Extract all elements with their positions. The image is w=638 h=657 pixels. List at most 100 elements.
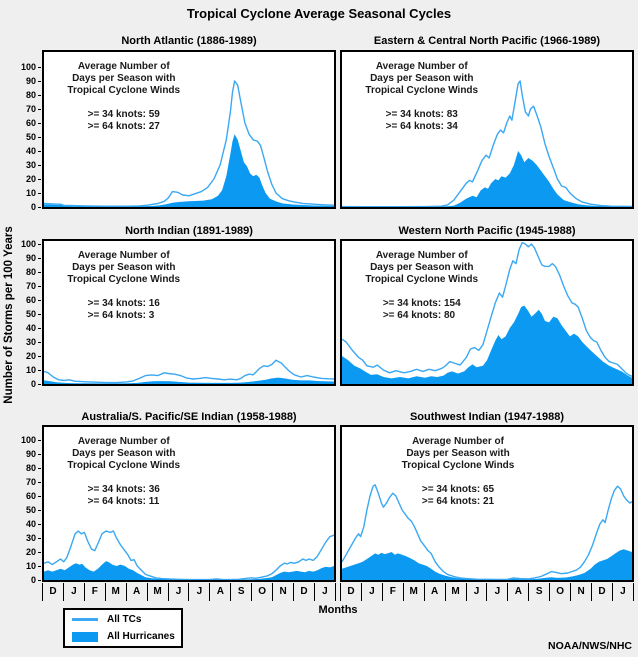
y-tick-label: 80 [25,90,36,100]
y-tick-mark [38,510,41,511]
panel-title-southwest-indian: Southwest Indian (1947-1988) [409,411,565,423]
y-tick-label: 0 [30,202,36,212]
y-tick-mark [38,272,41,273]
x-axis-label: Months [318,604,358,616]
y-axis-ticks-row3: 100 90 80 70 60 50 40 30 20 10 0 [0,425,42,585]
legend-row-hurricanes: All Hurricanes [72,629,181,644]
month-label: M [444,583,466,601]
panel-title-north-atlantic: North Atlantic (1886-1989) [121,35,257,47]
month-label: M [402,583,424,601]
y-tick-label: 20 [25,351,36,361]
month-label: N [272,583,293,601]
y-tick-label: 20 [25,174,36,184]
y-tick-mark [38,496,41,497]
y-tick-mark [38,179,41,180]
month-label: S [528,583,549,601]
month-label: J [167,583,189,601]
y-tick-mark [38,258,41,259]
y-tick-label: 100 [20,62,36,72]
y-tick-mark [38,538,41,539]
chart-canvas [342,241,632,384]
y-tick-label: 40 [25,323,36,333]
credit-text: NOAA/NWS/NHC [548,640,632,652]
y-tick-label: 0 [30,575,36,585]
y-tick-mark [38,440,41,441]
panel-title-australia-s-pacific-se-indian: Australia/S. Pacific/SE Indian (1958-198… [81,411,297,423]
legend: All TCs All Hurricanes [63,608,183,648]
y-tick-label: 60 [25,491,36,501]
y-tick-mark [38,384,41,385]
tc-line-swatch [72,618,98,621]
plot-western-north-pacific: Average Number of Days per Season with T… [340,239,634,386]
month-label: D [340,583,361,601]
y-tick-label: 10 [25,188,36,198]
y-tick-mark [38,137,41,138]
y-tick-mark [38,67,41,68]
chart-canvas [44,530,334,580]
y-tick-label: 80 [25,267,36,277]
figure-title: Tropical Cyclone Average Seasonal Cycles [186,6,452,21]
y-tick-mark [38,342,41,343]
month-label: J [611,583,634,601]
plot-north-atlantic: Average Number of Days per Season with T… [42,50,336,209]
y-tick-mark [38,151,41,152]
y-axis-ticks-row1: 100 90 80 70 60 50 40 30 20 10 0 [0,50,42,212]
y-tick-label: 40 [25,519,36,529]
y-tick-label: 100 [20,435,36,445]
y-tick-label: 30 [25,533,36,543]
y-tick-mark [38,314,41,315]
y-tick-label: 80 [25,463,36,473]
y-tick-mark [38,109,41,110]
y-tick-mark [38,123,41,124]
y-tick-mark [38,552,41,553]
y-tick-mark [38,524,41,525]
chart-canvas [342,80,632,207]
month-label: J [188,583,209,601]
legend-row-tcs: All TCs [72,612,181,627]
y-tick-mark [38,370,41,371]
y-tick-label: 30 [25,160,36,170]
y-tick-label: 30 [25,337,36,347]
y-tick-mark [38,482,41,483]
month-label: D [42,583,63,601]
month-label: J [465,583,487,601]
legend-label-tcs: All TCs [107,614,142,625]
y-tick-mark [38,300,41,301]
month-label: O [549,583,570,601]
chart-canvas [44,80,334,207]
month-label: S [230,583,251,601]
y-tick-mark [38,165,41,166]
y-tick-mark [38,244,41,245]
month-label: J [313,583,336,601]
month-label: M [146,583,168,601]
y-tick-label: 70 [25,281,36,291]
y-tick-mark [38,81,41,82]
month-label: D [591,583,612,601]
month-label: N [570,583,591,601]
y-tick-label: 90 [25,253,36,263]
y-tick-label: 90 [25,76,36,86]
y-tick-mark [38,286,41,287]
y-axis-ticks-row2: 100 90 80 70 60 50 40 30 20 10 0 [0,239,42,389]
y-tick-label: 100 [20,239,36,249]
month-label: D [293,583,314,601]
month-label: M [104,583,126,601]
panel-title-eastern-central-north-pacific: Eastern & Central North Pacific (1966-19… [373,35,601,47]
month-label: A [125,583,147,601]
y-tick-mark [38,328,41,329]
month-label: J [486,583,507,601]
y-tick-mark [38,468,41,469]
month-label: F [83,583,105,601]
month-label: J [360,583,382,601]
month-label: F [381,583,403,601]
month-label: J [62,583,84,601]
y-tick-label: 50 [25,309,36,319]
y-tick-label: 0 [30,379,36,389]
y-tick-mark [38,580,41,581]
y-tick-label: 60 [25,295,36,305]
hurricane-fill-swatch [72,631,98,642]
month-label: A [507,583,528,601]
legend-label-hurricanes: All Hurricanes [107,631,175,642]
